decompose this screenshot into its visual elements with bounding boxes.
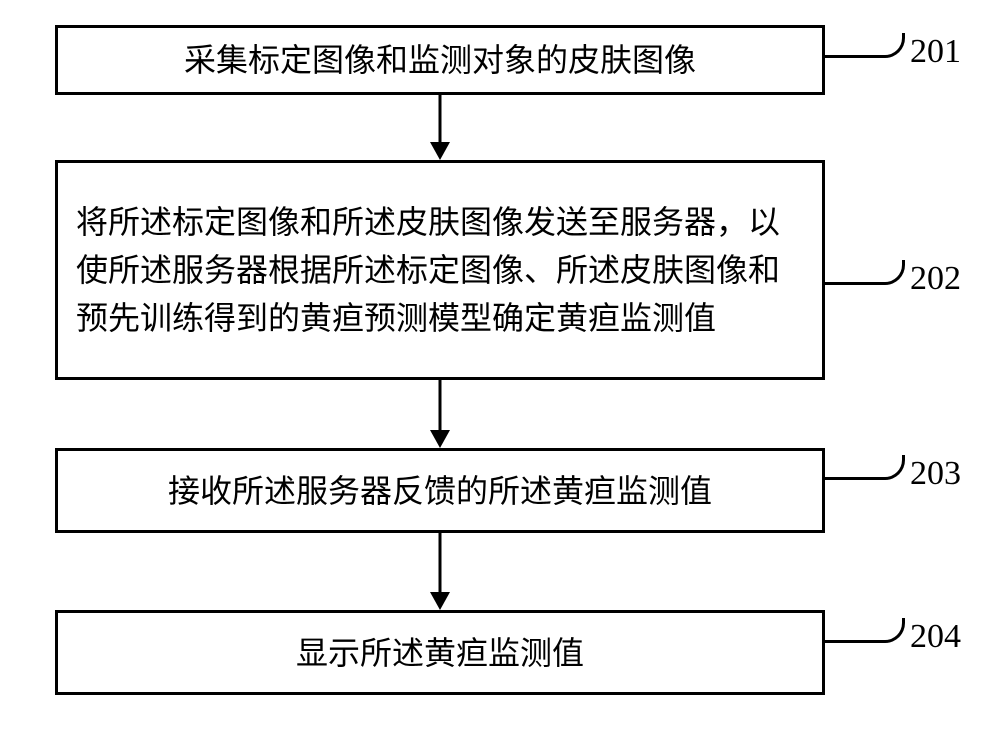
- connector-curve-3: [825, 455, 905, 480]
- flow-step-1-label: 201: [910, 33, 961, 71]
- flow-step-4-label: 204: [910, 618, 961, 656]
- arrow-2-3-head: [430, 430, 450, 448]
- flowchart-canvas: 采集标定图像和监测对象的皮肤图像 201 将所述标定图像和所述皮肤图像发送至服务…: [0, 0, 1000, 752]
- arrow-2-3-line: [439, 380, 442, 430]
- connector-curve-2: [825, 260, 905, 285]
- flow-step-3-label: 203: [910, 455, 961, 493]
- flow-step-3-text: 接收所述服务器反馈的所述黄疸监测值: [168, 467, 712, 515]
- connector-curve-1: [825, 33, 905, 58]
- flow-step-2: 将所述标定图像和所述皮肤图像发送至服务器，以使所述服务器根据所述标定图像、所述皮…: [55, 160, 825, 380]
- flow-step-2-text: 将所述标定图像和所述皮肤图像发送至服务器，以使所述服务器根据所述标定图像、所述皮…: [76, 198, 804, 342]
- flow-step-4-text: 显示所述黄疸监测值: [296, 629, 584, 677]
- flow-step-1: 采集标定图像和监测对象的皮肤图像: [55, 25, 825, 95]
- flow-step-2-label: 202: [910, 260, 961, 298]
- arrow-1-2-head: [430, 142, 450, 160]
- arrow-1-2-line: [439, 95, 442, 142]
- flow-step-1-text: 采集标定图像和监测对象的皮肤图像: [184, 36, 696, 84]
- connector-curve-4: [825, 618, 905, 643]
- arrow-3-4-line: [439, 533, 442, 592]
- arrow-3-4-head: [430, 592, 450, 610]
- flow-step-4: 显示所述黄疸监测值: [55, 610, 825, 695]
- flow-step-3: 接收所述服务器反馈的所述黄疸监测值: [55, 448, 825, 533]
